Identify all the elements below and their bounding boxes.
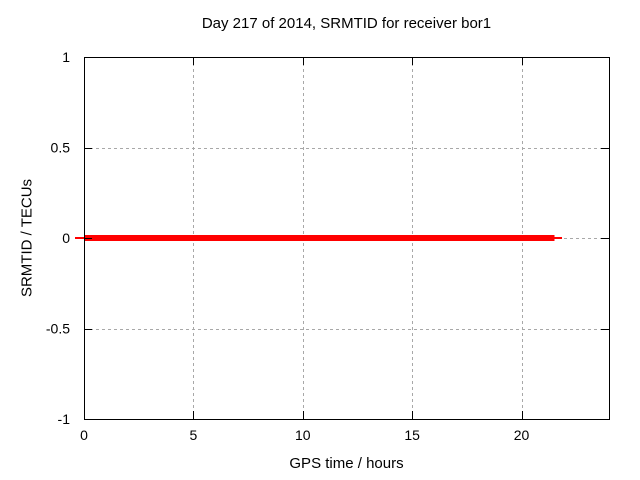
x-tick-label: 20 [514, 427, 530, 443]
y-tick-label: 0 [62, 230, 70, 246]
y-tick-label: 1 [62, 49, 70, 65]
y-axis-label: SRMTID / TECUs [18, 178, 36, 298]
chart-title: Day 217 of 2014, SRMTID for receiver bor… [201, 15, 492, 32]
y-tick-label: -1 [58, 411, 71, 427]
y-tick-label: -0.5 [46, 321, 70, 337]
x-axis-label: GPS time / hours [289, 455, 404, 472]
x-tick-label: 10 [295, 427, 311, 443]
y-tick-label: 0.5 [51, 140, 71, 156]
x-tick-label: 15 [404, 427, 420, 443]
x-tick-label: 0 [80, 427, 88, 443]
x-tick-label: 5 [189, 427, 197, 443]
